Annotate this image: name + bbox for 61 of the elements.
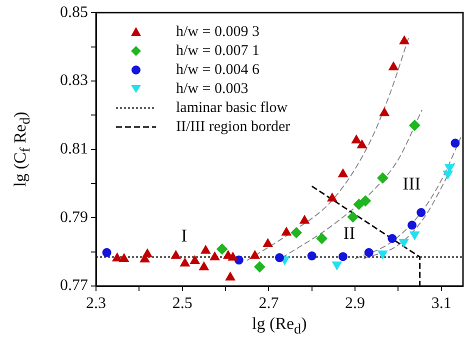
point [360, 195, 371, 206]
point [290, 227, 302, 238]
legend-label: laminar basic flow [176, 98, 288, 118]
point [338, 168, 348, 178]
annotation: III [402, 174, 421, 194]
point [388, 62, 398, 70]
point [327, 193, 338, 202]
point [399, 36, 410, 44]
point [409, 120, 420, 131]
point [180, 258, 190, 266]
annotation: II [343, 222, 356, 243]
y-tick-label: 0.79 [60, 208, 88, 226]
point [300, 215, 310, 224]
point [112, 252, 122, 262]
point [225, 272, 236, 280]
y-tick-label: 0.81 [60, 140, 88, 158]
point [263, 238, 273, 247]
legend-label: II/III region border [176, 118, 290, 137]
point [102, 248, 112, 258]
x-axis-title: lg (Re$_{d}$) [252, 314, 307, 338]
point [380, 108, 390, 116]
point [347, 211, 358, 222]
point [119, 254, 129, 262]
point [408, 220, 417, 230]
point [200, 245, 210, 254]
point [416, 208, 426, 218]
point [377, 172, 388, 184]
point [352, 134, 362, 144]
legend-label: h/w = 0.009 3 [176, 22, 260, 42]
point [199, 262, 209, 270]
y-tick-label: 0.77 [60, 277, 88, 294]
line-series [354, 136, 462, 260]
point [316, 232, 328, 244]
annotation: I [181, 226, 188, 246]
y-tick-label: 0.85 [60, 4, 88, 21]
point [254, 261, 266, 272]
point [364, 248, 374, 258]
point [228, 252, 238, 261]
point [338, 252, 348, 262]
x-tick-label: 2.5 [172, 294, 192, 312]
point [250, 250, 260, 259]
y-tick-label: 0.83 [60, 72, 88, 90]
point [450, 138, 460, 148]
x-tick-label: 3.1 [431, 294, 452, 312]
point [210, 252, 220, 260]
x-tick-label: 2.7 [258, 294, 279, 312]
point [275, 253, 284, 262]
point [216, 244, 228, 255]
legend-label: h/w = 0.004 6 [176, 60, 260, 80]
legend-label: h/w = 0.003 [176, 80, 248, 99]
legend-label: h/w = 0.007 1 [176, 42, 260, 61]
point [142, 248, 152, 258]
point [171, 250, 181, 259]
point [190, 256, 200, 264]
point [307, 251, 316, 260]
point [388, 234, 397, 243]
point [357, 140, 367, 148]
line-series [363, 162, 455, 260]
point [282, 227, 292, 236]
x-tick-label: 2.3 [86, 294, 106, 312]
x-tick-label: 2.9 [345, 294, 366, 312]
